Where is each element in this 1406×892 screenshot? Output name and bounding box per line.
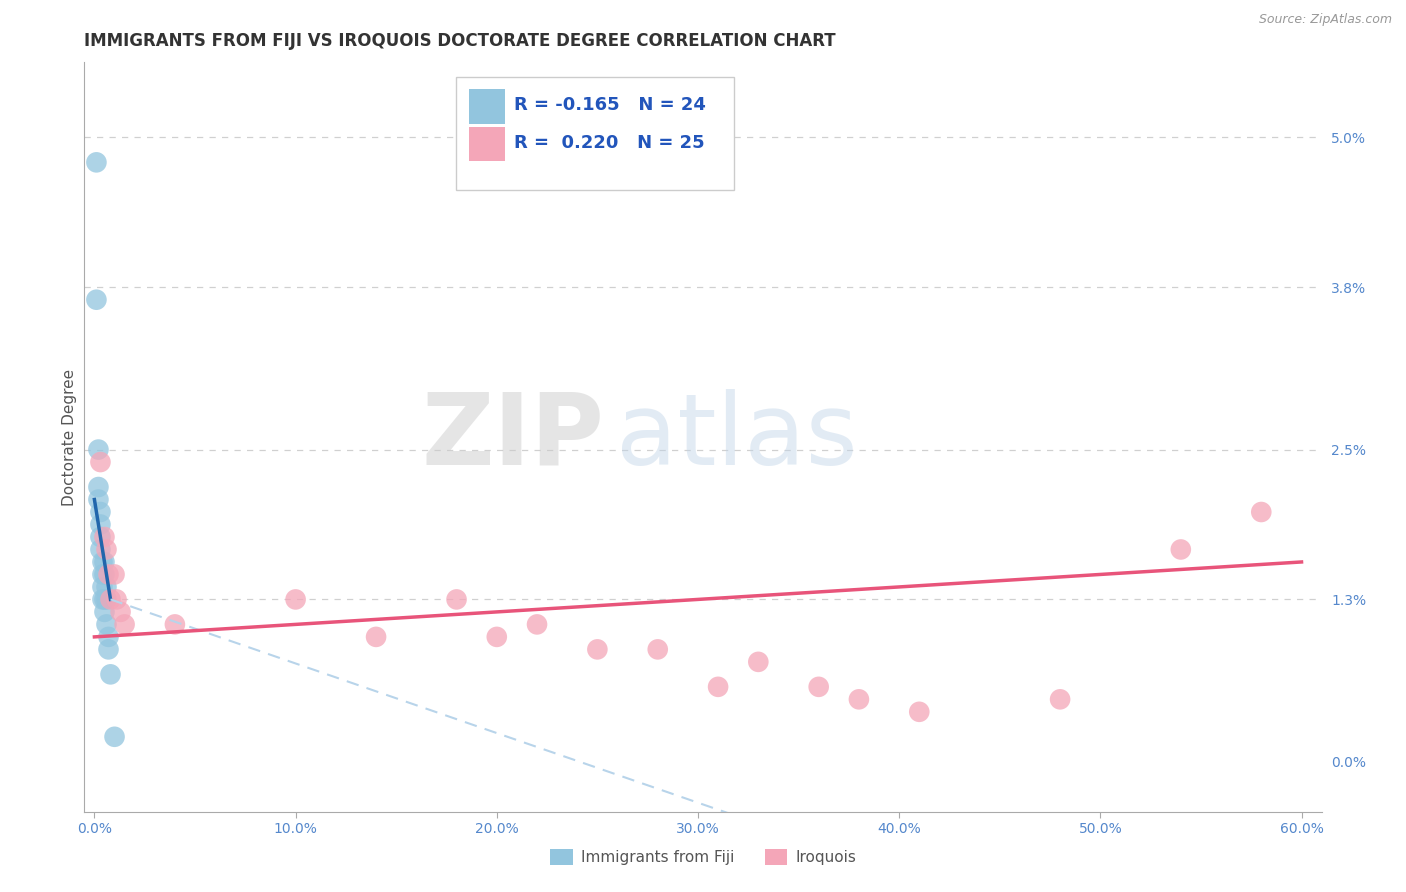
Point xyxy=(93,567,115,582)
Point xyxy=(446,592,468,607)
Point xyxy=(89,530,111,544)
Point xyxy=(103,730,125,744)
Point xyxy=(284,592,307,607)
Point xyxy=(96,592,118,607)
Text: R =  0.220   N = 25: R = 0.220 N = 25 xyxy=(513,134,704,152)
Point xyxy=(103,567,125,582)
Point xyxy=(97,630,120,644)
FancyBboxPatch shape xyxy=(470,89,505,124)
Point xyxy=(96,542,118,557)
Point xyxy=(110,605,132,619)
Point xyxy=(647,642,669,657)
Point xyxy=(86,293,108,307)
Point xyxy=(89,517,111,532)
Point xyxy=(707,680,730,694)
Point xyxy=(97,642,120,657)
Point xyxy=(93,530,115,544)
Point xyxy=(586,642,609,657)
Point xyxy=(364,630,387,644)
Text: Source: ZipAtlas.com: Source: ZipAtlas.com xyxy=(1258,13,1392,27)
Point xyxy=(1170,542,1192,557)
Point xyxy=(100,592,122,607)
Point xyxy=(91,567,114,582)
Legend: Immigrants from Fiji, Iroquois: Immigrants from Fiji, Iroquois xyxy=(544,843,862,871)
Text: R = -0.165   N = 24: R = -0.165 N = 24 xyxy=(513,96,706,114)
Point xyxy=(91,592,114,607)
Point xyxy=(89,542,111,557)
Point xyxy=(1250,505,1272,519)
FancyBboxPatch shape xyxy=(470,127,505,161)
Point xyxy=(97,567,120,582)
Point xyxy=(87,492,110,507)
Text: ZIP: ZIP xyxy=(422,389,605,485)
Point xyxy=(485,630,508,644)
Point xyxy=(89,505,111,519)
Point xyxy=(526,617,548,632)
Point xyxy=(100,667,122,681)
Point xyxy=(908,705,931,719)
Point xyxy=(96,580,118,594)
Point xyxy=(93,592,115,607)
Point xyxy=(807,680,830,694)
Point xyxy=(747,655,769,669)
Y-axis label: Doctorate Degree: Doctorate Degree xyxy=(62,368,77,506)
Point xyxy=(96,617,118,632)
Point xyxy=(1049,692,1071,706)
Point xyxy=(91,555,114,569)
Point xyxy=(87,442,110,457)
Text: IMMIGRANTS FROM FIJI VS IROQUOIS DOCTORATE DEGREE CORRELATION CHART: IMMIGRANTS FROM FIJI VS IROQUOIS DOCTORA… xyxy=(84,32,837,50)
Point xyxy=(93,555,115,569)
Point xyxy=(105,592,128,607)
Point xyxy=(93,605,115,619)
Point xyxy=(87,480,110,494)
Point xyxy=(89,455,111,469)
Point xyxy=(86,155,108,169)
Point xyxy=(163,617,186,632)
FancyBboxPatch shape xyxy=(456,78,734,190)
Point xyxy=(848,692,870,706)
Text: atlas: atlas xyxy=(616,389,858,485)
Point xyxy=(114,617,136,632)
Point xyxy=(91,580,114,594)
